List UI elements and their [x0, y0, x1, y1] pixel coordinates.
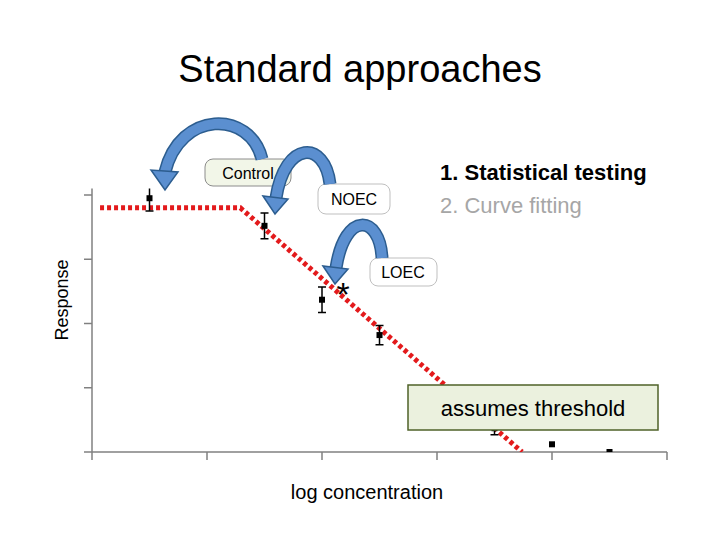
control-arrow: [165, 124, 262, 172]
error-bar: [318, 287, 326, 313]
x-axis-label: log concentration: [291, 481, 443, 503]
control-label: Control: [222, 165, 274, 182]
y-tick: [84, 259, 92, 261]
noec-arrow: [263, 196, 288, 214]
error-bar: [376, 325, 384, 344]
method-2: 2. Curve fitting: [440, 193, 582, 218]
title: Standard approaches: [178, 48, 541, 90]
slide: Standard approaches log concentration Resp…: [0, 0, 720, 540]
y-tick: [84, 323, 92, 325]
data-point: [262, 223, 268, 229]
y-tick: [84, 451, 92, 453]
y-axis-label: Response: [52, 259, 72, 340]
data-point: [319, 297, 325, 303]
x-tick: [666, 452, 668, 460]
loec-box: [370, 258, 437, 286]
data-point: [377, 332, 383, 338]
y-tick: [84, 387, 92, 389]
x-tick: [436, 452, 438, 460]
x-tick: [551, 452, 553, 460]
error-bar: [146, 189, 154, 211]
x-axis: [92, 451, 667, 453]
significance-mark: *: [336, 275, 349, 313]
data-point: [147, 195, 153, 201]
y-axis: [91, 189, 93, 452]
loec-arrow: [336, 225, 382, 268]
x-tick: [91, 452, 93, 460]
noec-arrow: [276, 153, 330, 198]
data-point: [549, 441, 555, 447]
chart: Standard approaches log concentration Resp…: [0, 0, 720, 540]
control-arrow: [165, 124, 262, 172]
x-tick: [321, 452, 323, 460]
error-bar: [261, 213, 269, 239]
threshold-note: assumes threshold: [441, 396, 626, 421]
data-point: [607, 449, 613, 452]
noec-label: NOEC: [331, 191, 377, 208]
noec-arrow: [276, 153, 330, 198]
control-arrow: [151, 170, 178, 190]
noec-box: [318, 184, 390, 214]
x-tick: [206, 452, 208, 460]
threshold-box: [408, 385, 658, 430]
loec-label: LOEC: [381, 264, 425, 281]
method-1: 1. Statistical testing: [440, 160, 647, 185]
loec-arrow: [336, 225, 382, 268]
y-tick: [84, 194, 92, 196]
